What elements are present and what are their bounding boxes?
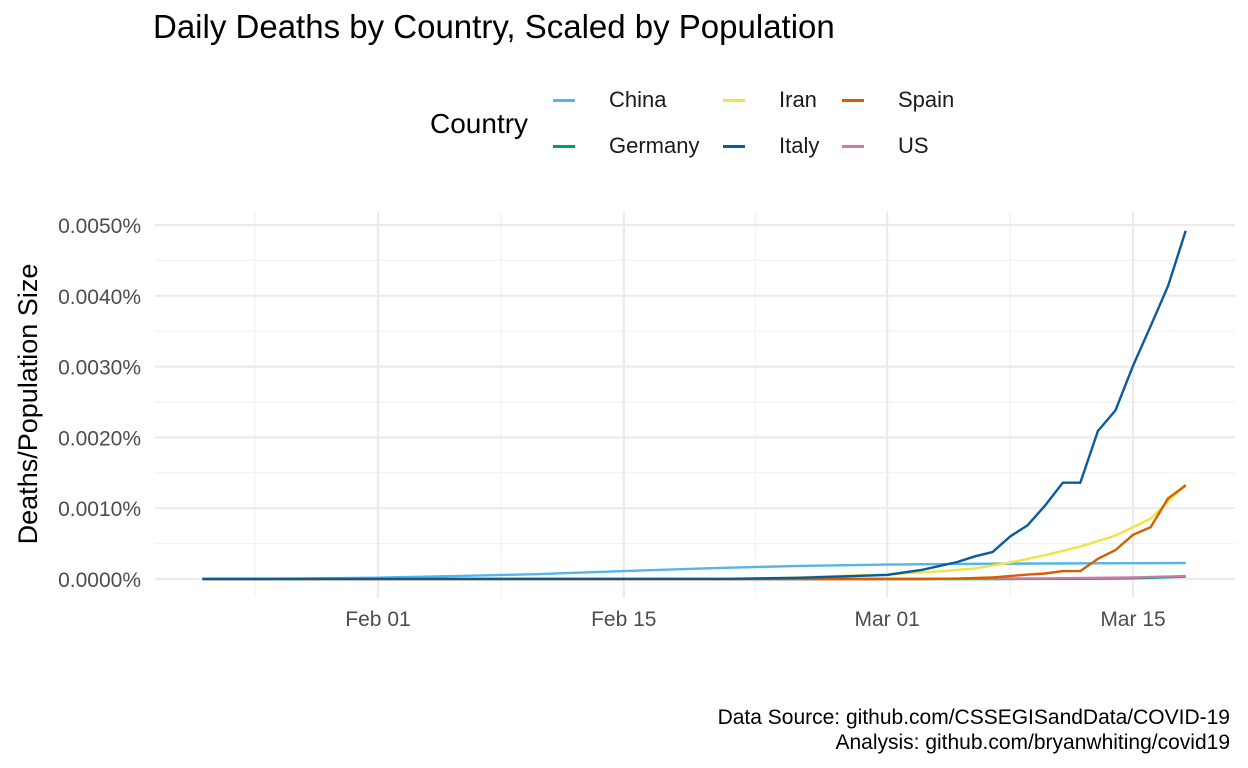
legend-label-us: US: [898, 133, 929, 158]
legend-item-spain: Spain: [842, 87, 954, 113]
y-tick-label: 0.0000%: [58, 569, 141, 592]
y-tick-label: 0.0030%: [58, 357, 141, 380]
chart-title: Daily Deaths by Country, Scaled by Popul…: [153, 8, 835, 45]
legend-key-china: [553, 98, 575, 102]
caption-analysis: Analysis: github.com/bryanwhiting/covid1…: [835, 731, 1230, 754]
legend-key-us: [842, 144, 864, 148]
series-line-italy: [202, 230, 1187, 581]
caption-data-source: Data Source: github.com/CSSEGISandData/C…: [717, 706, 1230, 729]
y-axis-title: Deaths/Population Size: [13, 264, 43, 545]
y-axis-ticks: 0.0000% 0.0010% 0.0020% 0.0030% 0.0040% 0.005…: [58, 215, 141, 592]
legend: Country China Germany Iran Italy Spain U…: [0, 0, 1248, 180]
y-tick-label: 0.0050%: [58, 215, 141, 238]
x-tick-label: Mar 15: [1100, 608, 1165, 631]
legend-item-china: China: [553, 87, 666, 113]
grid-major: [155, 212, 1235, 598]
legend-item-us: US: [842, 133, 929, 159]
legend-label-germany: Germany: [609, 133, 700, 158]
legend-key-iran: [723, 98, 745, 102]
legend-label-iran: Iran: [779, 87, 817, 112]
series-line-iran: [202, 483, 1187, 581]
grid-minor: [155, 212, 1235, 598]
legend-label-spain: Spain: [898, 87, 955, 112]
legend-key-germany: [553, 144, 575, 148]
legend-key-spain: [842, 98, 864, 102]
x-tick-label: Feb 15: [591, 608, 656, 631]
y-tick-label: 0.0020%: [58, 427, 141, 450]
legend-item-italy: Italy: [723, 133, 819, 159]
legend-label-italy: Italy: [779, 133, 820, 158]
legend-item-germany: Germany: [553, 133, 699, 159]
series-line-spain: [202, 484, 1187, 581]
y-tick-label: 0.0040%: [58, 286, 141, 309]
x-axis-ticks: Feb 01 Feb 15 Mar 01 Mar 15: [345, 608, 1165, 631]
legend-label-china: China: [609, 87, 667, 112]
y-tick-label: 0.0010%: [58, 498, 141, 521]
legend-title: Country: [430, 108, 529, 139]
series-line-china: [202, 561, 1186, 581]
legend-item-iran: Iran: [723, 87, 817, 113]
series-lines: [202, 230, 1187, 581]
legend-key-italy: [723, 144, 745, 148]
x-tick-label: Feb 01: [345, 608, 410, 631]
x-tick-label: Mar 01: [855, 608, 920, 631]
